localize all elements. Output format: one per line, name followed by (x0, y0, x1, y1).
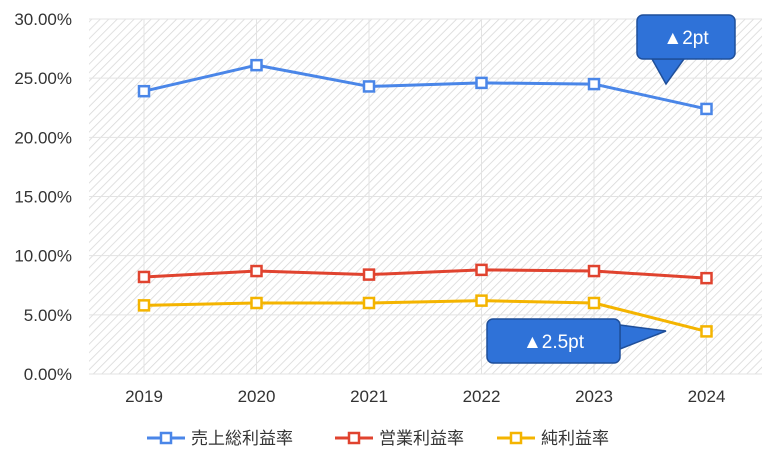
legend-label: 売上総利益率 (191, 429, 293, 449)
legend-marker (159, 431, 173, 445)
y-tick-label: 15.00% (14, 188, 72, 207)
data-point-marker (137, 270, 151, 284)
series-line (143, 299, 707, 333)
data-point-marker (475, 263, 488, 277)
data-point-marker (250, 58, 263, 72)
y-axis-ticks: 0.00% 5.00% 10.00% 15.00% 20.00% 25.00% 30.00% (14, 10, 72, 384)
annotations: ▲2pt ▲2.5pt (486, 14, 736, 364)
series-lines (137, 58, 713, 338)
legend-label: 営業利益率 (379, 429, 464, 449)
series-line (143, 63, 707, 111)
y-tick-label: 20.00% (14, 128, 72, 147)
legend: 売上総利益率 営業利益率 純利益率 (147, 429, 609, 449)
x-tick-label: 2020 (238, 387, 276, 406)
data-point-marker (362, 296, 376, 310)
callout-label: ▲2pt (663, 28, 709, 49)
x-tick-label: 2023 (575, 387, 613, 406)
data-point-marker (250, 296, 263, 310)
data-point-marker (587, 296, 601, 310)
y-tick-label: 30.00% (14, 10, 72, 29)
x-tick-label: 2019 (125, 387, 163, 406)
data-point-marker (362, 268, 376, 281)
data-point-marker (250, 264, 263, 278)
x-tick-label: 2021 (350, 387, 388, 406)
legend-marker (347, 431, 361, 445)
data-point-marker (587, 77, 601, 91)
data-point-marker (137, 84, 151, 98)
callout-box (486, 318, 621, 364)
gridlines (89, 18, 762, 375)
data-point-marker (475, 294, 488, 307)
data-point-marker (587, 264, 601, 278)
data-point-marker (475, 76, 488, 90)
callout-label: ▲2.5pt (523, 332, 585, 353)
callout-box (636, 14, 736, 60)
data-point-marker (700, 325, 713, 338)
data-point-marker (700, 271, 713, 285)
y-tick-label: 10.00% (14, 247, 72, 266)
x-tick-label: 2024 (688, 387, 726, 406)
series-line (143, 268, 707, 280)
y-tick-label: 25.00% (14, 69, 72, 88)
data-point-marker (137, 299, 151, 312)
y-tick-label: 5.00% (24, 306, 72, 325)
x-axis-ticks: 2019 2020 2021 2022 2023 2024 (125, 387, 725, 406)
legend-marker (509, 431, 523, 445)
x-tick-label: 2022 (463, 387, 501, 406)
data-point-marker (700, 102, 713, 116)
data-point-marker (362, 80, 376, 93)
legend-label: 純利益率 (541, 429, 609, 449)
y-tick-label: 0.00% (24, 365, 72, 384)
